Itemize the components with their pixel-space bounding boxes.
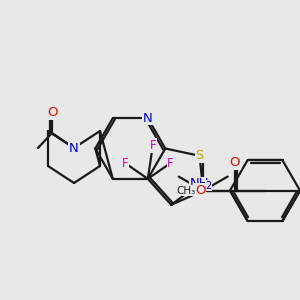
Text: S: S [195, 149, 204, 162]
Text: O: O [195, 184, 206, 197]
Text: F: F [167, 157, 174, 169]
Text: CH₃: CH₃ [177, 186, 196, 196]
Text: O: O [47, 106, 57, 119]
Text: F: F [149, 139, 156, 152]
Text: NH: NH [189, 177, 209, 190]
Text: N: N [143, 112, 153, 125]
Text: N: N [69, 142, 79, 154]
Text: 2: 2 [205, 181, 212, 191]
Text: F: F [122, 157, 128, 169]
Text: O: O [230, 156, 240, 169]
